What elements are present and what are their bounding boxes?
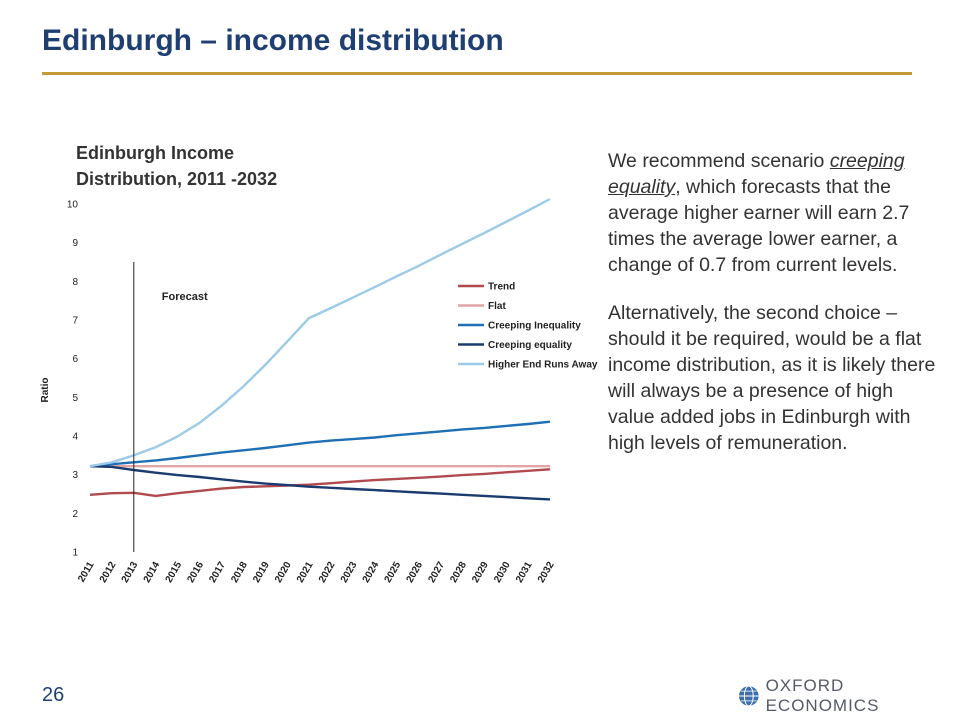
x-tick-label: 2032 [536,560,557,585]
x-tick-label: 2029 [470,560,491,585]
x-axis-ticks: 2011 2012 2013 2014 2015 2016 2017 2018 2019 2020… [76,560,557,585]
x-tick-label: 2025 [383,560,404,585]
creeping-equality-link: creeping equality [608,150,905,198]
y-axis-ticks: 1 2 3 4 5 6 7 8 9 10 [67,200,79,559]
x-tick-label: 2017 [207,560,228,585]
series-line [89,468,551,498]
legend-entry: Trend [488,282,515,293]
x-tick-label: 2023 [339,560,360,585]
recommendation-prefix: We recommend scenario [608,150,830,172]
chart-title: Edinburgh Income Distribution, 2011 -203… [76,140,376,192]
logo-text: OXFORD ECONOMICS [765,676,880,715]
y-tick-label: 4 [72,432,78,443]
slide-title: Edinburgh – income distribution [42,24,504,57]
legend-entry: Flat [488,301,506,312]
x-tick-label: 2018 [229,560,250,585]
chart-title-line-1: Edinburgh Income [76,143,235,163]
y-tick-label: 2 [72,509,78,520]
y-tick-label: 7 [72,316,78,327]
income-distribution-chart: 1 2 3 4 5 6 7 8 9 10 2011 2012 2013 2014 2015 2016 2017… [40,197,598,585]
y-tick-label: 10 [67,200,79,211]
x-tick-label: 2031 [514,560,535,585]
oxford-economics-logo: OXFORD ECONOMICS [738,676,960,716]
y-tick-label: 6 [72,354,78,365]
x-tick-label: 2014 [142,560,163,585]
y-tick-label: 5 [72,393,78,404]
title-divider [42,72,912,75]
x-tick-label: 2012 [98,560,119,585]
chart-series [89,197,551,501]
y-tick-label: 1 [72,548,78,559]
legend-entry: Creeping equality [488,340,572,351]
x-tick-label: 2015 [164,560,185,585]
x-tick-label: 2028 [448,560,469,585]
x-tick-label: 2016 [185,560,206,585]
page-number: 26 [42,684,65,706]
legend-entry: Creeping Inequality [488,321,581,332]
x-tick-label: 2024 [361,560,382,585]
x-tick-label: 2030 [492,560,513,585]
series-line [89,420,551,468]
recommendation-paragraph: We recommend scenario creeping equality,… [608,148,938,278]
legend-entry: Higher End Runs Away [488,360,598,371]
y-axis-label: Ratio [40,378,51,403]
x-tick-label: 2013 [120,560,141,585]
forecast-label: Forecast [162,291,208,303]
y-tick-label: 9 [72,238,78,249]
alternative-paragraph: Alternatively, the second choice – shoul… [608,302,936,454]
series-line [89,197,551,468]
x-tick-label: 2019 [251,560,272,585]
x-tick-label: 2022 [317,560,338,585]
chart-title-line-2: Distribution, 2011 -2032 [76,169,278,189]
x-tick-label: 2021 [295,560,316,585]
recommendation-suffix: , which forecasts that the average highe… [608,176,910,276]
recommendation-text: We recommend scenario creeping equality,… [608,148,938,478]
x-tick-label: 2027 [426,560,447,585]
y-tick-label: 3 [72,470,78,481]
x-tick-label: 2020 [273,560,294,585]
y-tick-label: 8 [72,277,78,288]
chart-legend: Trend Flat Creeping Inequality Creeping equ… [458,282,598,371]
x-tick-label: 2011 [76,560,97,585]
x-tick-label: 2026 [405,560,426,585]
globe-icon [738,685,759,707]
series-line [89,465,551,501]
